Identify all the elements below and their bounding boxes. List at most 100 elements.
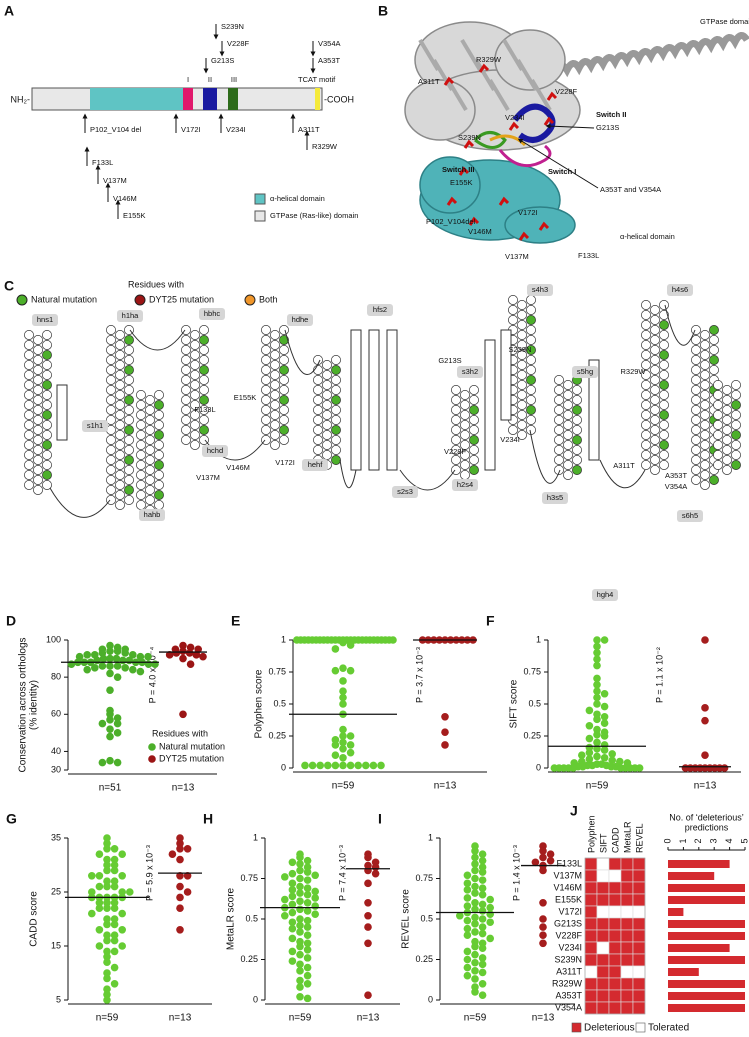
label: V172I: [518, 208, 538, 217]
residue: [722, 425, 732, 435]
label: F133L: [578, 251, 599, 260]
residue: [154, 440, 164, 450]
dot: [441, 713, 449, 721]
bar: [668, 932, 745, 940]
residue: [691, 375, 701, 385]
heatmap-cell: [596, 905, 610, 919]
panel-letter: H: [203, 811, 213, 827]
residue: [115, 370, 125, 380]
dot: [106, 716, 114, 724]
y-tick-label: 0.5: [528, 698, 541, 708]
element-tag: [302, 459, 328, 471]
residue: [691, 455, 701, 465]
residue: [115, 430, 125, 440]
residue: [279, 415, 289, 425]
residue: [641, 390, 651, 400]
dot: [88, 909, 96, 918]
residue: [691, 415, 701, 425]
label: V234I: [500, 435, 520, 444]
dot: [471, 950, 479, 959]
label: s3h2: [462, 367, 478, 376]
residue-stick: [478, 63, 490, 73]
dot: [593, 674, 601, 683]
y-tick-label: 0.25: [268, 730, 286, 740]
residue: [145, 445, 155, 455]
residue: [659, 310, 669, 320]
label: P102_V104del: [426, 217, 476, 226]
residue: [24, 410, 34, 420]
dot: [463, 947, 472, 956]
residue: [145, 455, 155, 465]
residue: [526, 415, 536, 425]
legend-label: Tolerated: [648, 1023, 689, 1034]
residue: [331, 385, 341, 395]
label: V146M: [468, 227, 492, 236]
residue: [700, 440, 710, 450]
residue: [713, 450, 723, 460]
residue: [526, 365, 536, 375]
residue: [115, 470, 125, 480]
dot: [303, 890, 312, 899]
residue: [460, 460, 470, 470]
strand: [488, 78, 510, 112]
n-label: n=59: [289, 1013, 312, 1024]
column-label: CADD: [610, 827, 620, 853]
residue: [154, 430, 164, 440]
residue: [659, 380, 669, 390]
dot: [91, 664, 99, 672]
x-tick-label: 0: [662, 838, 672, 843]
dot: [371, 869, 380, 878]
dot: [110, 861, 119, 869]
x-tick-label: 1: [678, 838, 688, 843]
residue: [659, 400, 669, 410]
residue: [24, 360, 34, 370]
row-label: V354A: [555, 1002, 582, 1012]
heatmap-cell: [596, 977, 610, 991]
heatmap-cell: [584, 977, 598, 991]
residue: [641, 420, 651, 430]
dot: [324, 761, 332, 770]
dot: [303, 884, 312, 893]
dot: [539, 899, 547, 907]
residue: [190, 330, 200, 340]
residue: [659, 390, 669, 400]
heatmap-cell: [584, 917, 598, 931]
residue: [106, 355, 116, 365]
dot: [546, 850, 555, 858]
residue: [526, 385, 536, 395]
label: α-helical domain: [270, 194, 325, 203]
residue: [124, 335, 134, 345]
dot: [179, 654, 187, 663]
dot: [168, 850, 177, 858]
residue: [659, 300, 669, 310]
domain-segment: [203, 88, 217, 110]
residue: [124, 345, 134, 355]
residue: [331, 435, 341, 445]
label: S239N: [458, 133, 481, 142]
residue: [42, 420, 52, 430]
residue: [650, 465, 660, 475]
strand: [530, 78, 552, 112]
residue: [115, 500, 125, 510]
row-label: V234I: [558, 942, 582, 952]
residue: [279, 425, 289, 435]
residue: [145, 395, 155, 405]
dot: [103, 861, 111, 869]
residue: [709, 325, 719, 335]
label: α-helical domain: [620, 232, 675, 241]
bar: [668, 896, 745, 904]
dot: [478, 890, 487, 899]
residue: [517, 380, 527, 390]
y-tick-label: 0: [281, 762, 286, 772]
residue: [313, 445, 323, 455]
dot: [478, 923, 487, 931]
dot: [362, 761, 370, 770]
dot: [95, 904, 104, 912]
dot: [339, 761, 347, 770]
dot: [539, 847, 547, 855]
residue: [700, 470, 710, 480]
bar: [668, 908, 684, 916]
dot: [99, 654, 108, 663]
dot: [331, 645, 340, 653]
dot: [546, 856, 555, 865]
